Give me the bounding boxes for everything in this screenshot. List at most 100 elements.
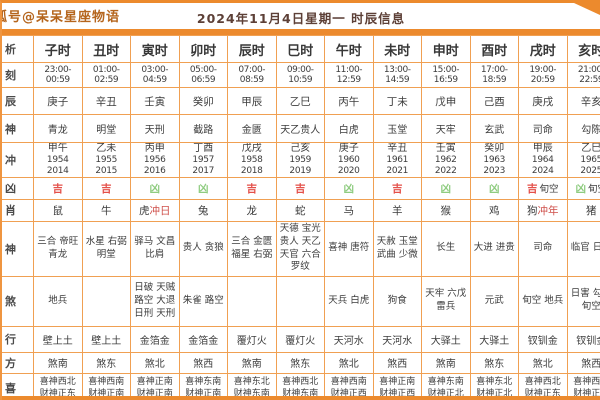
chong-cell: 辛丑 1961 2021: [372, 142, 422, 178]
shafang-cell: 煞东: [81, 351, 131, 374]
chong-cell: 丁酉 1957 2017: [178, 142, 228, 178]
chong-cell: 甲辰 1964 2024: [518, 142, 568, 178]
shafang-cell: 煞北: [518, 351, 568, 374]
jishen-cell: 驿马 文昌 比肩: [130, 220, 180, 277]
shengxiao-cell: 兔: [178, 198, 228, 222]
zhishen-cell: 司命: [518, 114, 568, 143]
jishen-cell: 天德 宝光 贵人 天乙 天官 六合 罗纹: [275, 220, 325, 277]
xi-direction: 喜神东北: [233, 376, 270, 387]
chong-years: 1954 2014: [46, 155, 69, 176]
zodiac-value: 蛇: [295, 204, 306, 217]
shengxiao-cell: 狗冲年: [518, 198, 568, 222]
row-label: 冲: [2, 142, 34, 178]
zhishen-cell: 勾陈: [566, 114, 600, 143]
column-header: 亥时: [566, 35, 600, 63]
jishen-cell: 三合 帝旺 青龙: [33, 220, 83, 277]
ganzhi-cell: 己酉: [469, 87, 519, 115]
shafang-cell: 煞东: [275, 351, 325, 374]
zodiac-value: 马: [343, 204, 355, 217]
row-label: 辰: [2, 87, 34, 115]
time-cell: 23:00-00:59: [33, 62, 83, 88]
shengxiao-cell: 鼠: [33, 198, 83, 222]
row-label: 神: [2, 220, 34, 277]
caixi-cell: 喜神东南 财神正南: [178, 372, 228, 400]
chong-years: 1962 2022: [434, 155, 457, 176]
chong-ganzhi: 甲辰: [532, 143, 553, 154]
hourly-fortune-table: 析子时丑时寅时卯时辰时巳时午时未时申时酉时戌时亥时刻23:00-00:5901:…: [2, 35, 600, 400]
table-row: 冲甲午 1954 2014 乙未 1955 2015 丙申 1956 2016 丁酉 1957…: [2, 142, 600, 178]
column-header: 辰时: [227, 35, 277, 63]
luck-extra: 旬空: [587, 183, 600, 195]
shafang-cell: 煞西: [372, 351, 422, 374]
table-row: 方煞南 煞东 煞北 煞西 煞南 煞东 煞北 煞西 煞南 煞东 煞北 煞西: [2, 351, 600, 374]
chong-ganzhi: 乙巳: [581, 143, 600, 154]
shengxiao-cell: 龙: [227, 198, 277, 222]
chong-ganzhi: 己亥: [290, 143, 311, 154]
jixiong-cell: 吉: [227, 176, 277, 200]
corner-ribbon-icon: [574, 3, 600, 15]
time-cell: 09:00-10:59: [275, 62, 325, 88]
time-cell: 13:00-14:59: [372, 62, 422, 88]
zhishen-cell: 白虎: [324, 114, 374, 143]
wuxing-cell: 钗钏金: [566, 325, 600, 353]
zhishen-cell: 天刑: [130, 114, 180, 143]
luck-value: 吉: [526, 182, 538, 195]
cai-direction: 财神东南: [282, 389, 319, 400]
zhishen-cell: 天牢: [421, 114, 471, 143]
jixiong-cell: 凶旬空: [566, 176, 600, 200]
jixiong-cell: 吉: [81, 176, 131, 200]
table-row: 肖 鼠 牛 虎冲日 兔 龙 蛇 马 羊 猴 鸡 狗冲年 猪: [2, 198, 600, 222]
jixiong-cell: 吉旬空: [518, 176, 568, 200]
bottom-band: [2, 396, 600, 400]
column-header: 卯时: [178, 35, 228, 63]
chong-cell: 乙未 1955 2015: [81, 142, 131, 178]
chong-cell: 戊戌 1958 2018: [227, 142, 277, 178]
luck-value: 凶: [149, 182, 161, 195]
xi-direction: 喜神西北: [39, 376, 76, 387]
caixi-cell: 喜神东北 财神东南: [227, 372, 277, 400]
wuxing-cell: 壁上土: [81, 325, 131, 353]
chong-ganzhi: 壬寅: [435, 143, 456, 154]
chong-years: 1960 2020: [337, 155, 360, 176]
xiongsha-cell: [275, 275, 325, 327]
chong-cell: 乙巳 1965 2025: [566, 142, 600, 178]
chong-ganzhi: 庚子: [338, 143, 359, 154]
wuxing-cell: 覆灯火: [275, 325, 325, 353]
jishen-cell: 天赦 玉堂 武曲 少微: [372, 220, 422, 277]
caixi-cell: 喜神正南 财神正南: [130, 372, 180, 400]
chong-cell: 己亥 1959 2019: [275, 142, 325, 178]
time-cell: 11:00-12:59: [324, 62, 374, 88]
xi-direction: 喜神东南: [427, 376, 464, 387]
xiongsha-cell: 旬空 地兵: [518, 275, 568, 327]
time-cell: 03:00-04:59: [130, 62, 180, 88]
jixiong-cell: 吉: [275, 176, 325, 200]
column-header: 寅时: [130, 35, 180, 63]
jishen-cell: 贵人 贪狼: [178, 220, 228, 277]
table-row: 凶吉吉凶凶吉吉凶吉凶凶吉旬空凶旬空: [2, 176, 600, 200]
xi-direction: 喜神东北: [476, 376, 513, 387]
chong-years: 1965 2025: [580, 155, 600, 176]
jishen-cell: 水星 右弼 明堂: [81, 220, 131, 277]
luck-value: 吉: [52, 182, 64, 195]
column-header: 午时: [324, 35, 374, 63]
luck-value: 凶: [198, 182, 209, 195]
jixiong-cell: 凶: [469, 176, 519, 200]
xiongsha-cell: 天兵 白虎: [324, 275, 374, 327]
xi-direction: 喜神西北: [524, 376, 561, 387]
cai-direction: 财神正西: [379, 389, 416, 400]
shengxiao-cell: 羊: [372, 198, 422, 222]
page-title: 2024年11月4日星期一 时辰信息: [196, 11, 406, 26]
xiongsha-cell: 日害 勾陈 旬空: [566, 275, 600, 327]
zodiac-value: 鼠: [52, 204, 64, 217]
chong-cell: 甲午 1954 2014: [33, 142, 83, 178]
xiongsha-cell: 日破 天贼 路空 大退 日刑 天刑: [130, 275, 180, 327]
chong-ganzhi: 丙申: [144, 143, 165, 154]
shafang-cell: 煞南: [227, 351, 277, 374]
column-header: 申时: [421, 35, 471, 63]
jixiong-cell: 凶: [130, 176, 180, 200]
zhishen-cell: 玄武: [469, 114, 519, 143]
cai-direction: 财神正西: [330, 389, 367, 400]
cai-direction: 财神正东: [39, 389, 76, 400]
shafang-cell: 煞西: [566, 351, 600, 374]
